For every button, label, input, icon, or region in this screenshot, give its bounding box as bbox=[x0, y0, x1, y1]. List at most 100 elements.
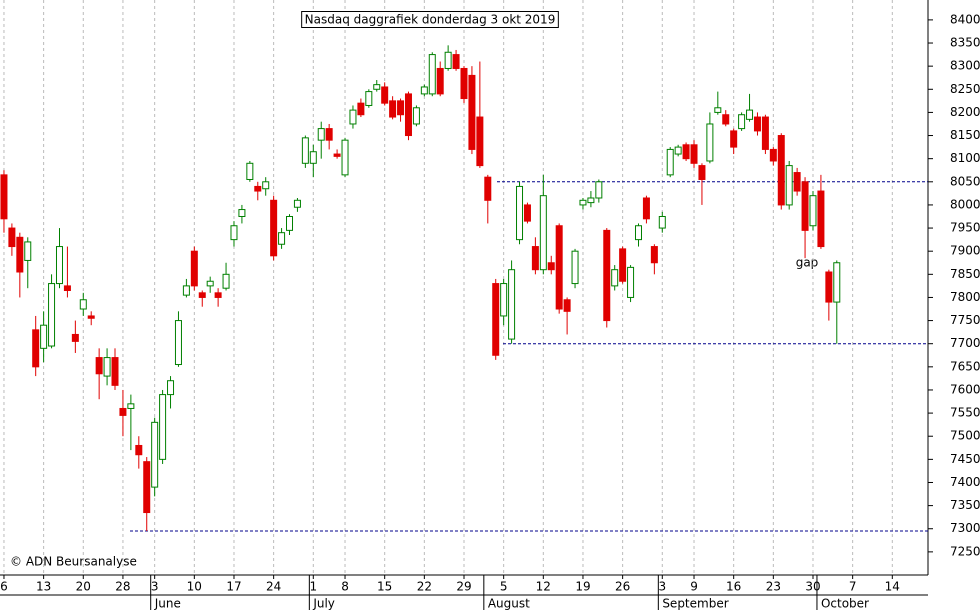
candle-body bbox=[627, 266, 635, 298]
candle-body bbox=[761, 116, 769, 150]
candle-body bbox=[404, 93, 412, 137]
y-tick-label: 8150 bbox=[950, 128, 980, 142]
candle-body bbox=[436, 67, 444, 95]
candle-body bbox=[412, 107, 420, 125]
candle-body bbox=[127, 403, 135, 409]
candle-body bbox=[420, 86, 428, 95]
candle-body bbox=[769, 148, 777, 162]
x-tick-label: 29 bbox=[456, 580, 471, 594]
y-tick-label: 7850 bbox=[950, 267, 980, 281]
x-tick-label: 23 bbox=[766, 580, 781, 594]
candle-body bbox=[301, 137, 309, 164]
candle-body bbox=[63, 285, 71, 292]
candle-body bbox=[650, 246, 658, 264]
candle-body bbox=[190, 250, 198, 287]
x-tick-label: 17 bbox=[226, 580, 241, 594]
candle-body bbox=[801, 181, 809, 231]
candle-body bbox=[119, 407, 127, 416]
y-tick-label: 7450 bbox=[950, 452, 980, 466]
candle-body bbox=[777, 135, 785, 206]
candle-body bbox=[174, 320, 182, 366]
candle-body bbox=[611, 269, 619, 287]
x-tick-label: 22 bbox=[417, 580, 432, 594]
y-tick-label: 8100 bbox=[950, 151, 980, 165]
candle-body bbox=[389, 100, 397, 118]
candle-body bbox=[397, 100, 405, 116]
x-tick-label: 10 bbox=[187, 580, 202, 594]
x-tick-label: 6 bbox=[0, 580, 8, 594]
y-tick-label: 7750 bbox=[950, 313, 980, 327]
candle-body bbox=[444, 51, 452, 69]
candle-body bbox=[460, 67, 468, 100]
candle-body bbox=[690, 144, 698, 164]
x-tick-label: 8 bbox=[341, 580, 349, 594]
x-tick-label: 7 bbox=[849, 580, 857, 594]
candle-body bbox=[579, 199, 587, 206]
candle-body bbox=[167, 380, 175, 396]
candle-body bbox=[825, 271, 833, 303]
x-tick-label: 15 bbox=[377, 580, 392, 594]
candle-body bbox=[111, 357, 119, 386]
candle-body bbox=[222, 273, 230, 289]
candle-body bbox=[809, 195, 817, 227]
candle-body bbox=[833, 262, 841, 303]
candle-body bbox=[523, 204, 531, 222]
x-tick-label: 26 bbox=[615, 580, 630, 594]
y-tick-label: 8350 bbox=[950, 36, 980, 50]
candle-body bbox=[182, 285, 190, 296]
annotation: gap bbox=[796, 256, 819, 270]
candle-body bbox=[16, 236, 24, 273]
candle-body bbox=[619, 248, 627, 282]
candle-body bbox=[135, 444, 143, 456]
candle-body bbox=[634, 225, 642, 241]
candle-body bbox=[674, 146, 682, 155]
candle-body bbox=[333, 153, 341, 157]
x-tick-label: 3 bbox=[151, 580, 159, 594]
x-tick-label: 1 bbox=[309, 580, 317, 594]
candle-body bbox=[143, 461, 151, 514]
month-label: October bbox=[821, 597, 869, 610]
candle-body bbox=[71, 333, 79, 342]
candle-body bbox=[547, 262, 555, 271]
x-tick-label: 28 bbox=[115, 580, 130, 594]
candle-body bbox=[357, 102, 365, 116]
candle-body bbox=[206, 280, 214, 287]
credit: © ADN Beursanalyse bbox=[10, 555, 137, 569]
x-tick-label: 20 bbox=[76, 580, 91, 594]
y-tick-label: 8400 bbox=[950, 12, 980, 26]
candle-body bbox=[587, 197, 595, 204]
candle-body bbox=[381, 86, 389, 104]
candle-body bbox=[95, 357, 103, 375]
candle-body bbox=[428, 54, 436, 95]
candle-body bbox=[270, 199, 278, 257]
candle-body bbox=[603, 229, 611, 322]
candle-body bbox=[516, 185, 524, 241]
candle-body bbox=[571, 250, 579, 285]
candle-body bbox=[738, 114, 746, 130]
candle-body bbox=[484, 176, 492, 201]
candle-body bbox=[682, 144, 690, 160]
title-box bbox=[301, 11, 559, 28]
candle-body bbox=[325, 128, 333, 141]
candle-body bbox=[0, 174, 8, 220]
candle-body bbox=[151, 421, 159, 488]
candle-body bbox=[595, 181, 603, 199]
candle-body bbox=[8, 227, 16, 248]
candle-body bbox=[341, 139, 349, 176]
candle-body bbox=[48, 283, 56, 347]
y-tick-label: 7250 bbox=[950, 544, 980, 558]
candle-body bbox=[563, 299, 571, 312]
candle-body bbox=[32, 329, 40, 368]
candle-body bbox=[278, 232, 286, 245]
chart-title: Nasdaq daggrafiek donderdag 3 okt 2019 bbox=[305, 13, 556, 27]
x-tick-label: 3 bbox=[658, 580, 666, 594]
candle-body bbox=[24, 241, 32, 261]
candle-body bbox=[262, 181, 270, 190]
y-tick-label: 7650 bbox=[950, 359, 980, 373]
candle-body bbox=[666, 148, 674, 176]
y-tick-label: 8050 bbox=[950, 174, 980, 188]
y-tick-label: 7950 bbox=[950, 221, 980, 235]
month-label: July bbox=[312, 597, 335, 610]
candle-body bbox=[714, 107, 722, 113]
